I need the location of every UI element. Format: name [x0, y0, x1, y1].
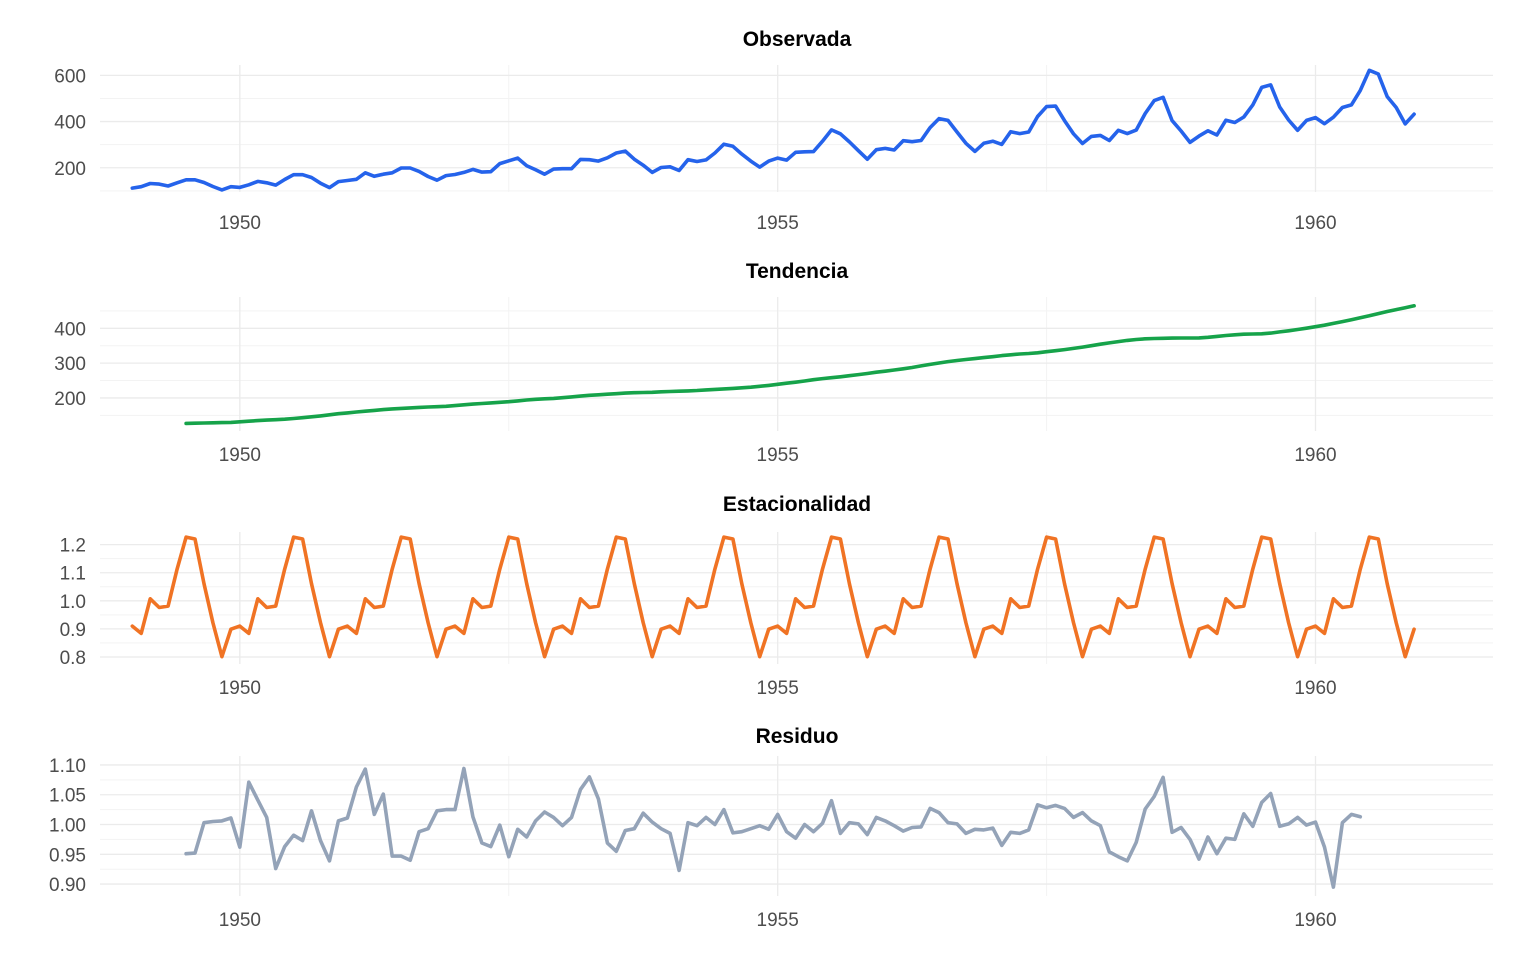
x-tick-label: 1955	[757, 213, 799, 234]
y-tick-label: 200	[54, 389, 86, 410]
y-tick-label: 600	[54, 66, 86, 87]
y-tick-label: 1.10	[49, 756, 86, 777]
x-tick-label: 1950	[219, 445, 261, 466]
series-line	[130, 535, 1416, 659]
panel-title: Observada	[743, 28, 852, 51]
panel-title: Estacionalidad	[723, 493, 871, 516]
panel-estacionalidad: Estacionalidad 0.8 0.9 1.0 1.1 1.2 1950 1955 19…	[60, 493, 1493, 699]
y-tick-label: 400	[54, 319, 86, 340]
y-tick-label: 0.90	[49, 875, 86, 896]
y-tick-label: 1.0	[60, 592, 86, 613]
grid	[100, 756, 1493, 896]
y-tick-label: 200	[54, 159, 86, 180]
x-tick-label: 1950	[219, 678, 261, 699]
y-tick-label: 300	[54, 354, 86, 375]
y-tick-label: 1.05	[49, 786, 86, 807]
series-line	[184, 303, 1416, 426]
y-tick-label: 0.9	[60, 620, 86, 641]
grid	[100, 65, 1493, 192]
grid	[100, 297, 1493, 431]
panel-title: Residuo	[756, 725, 839, 748]
panel-observada: Observada 200 400 600 1950 1955 1960	[54, 28, 1493, 234]
y-tick-label: 0.95	[49, 845, 86, 866]
x-tick-label: 1955	[757, 910, 799, 931]
y-tick-label: 1.00	[49, 816, 86, 837]
series-line	[130, 68, 1416, 192]
panel-title: Tendencia	[746, 260, 849, 283]
x-tick-label: 1955	[757, 678, 799, 699]
x-tick-label: 1960	[1294, 678, 1336, 699]
y-tick-label: 0.8	[60, 648, 86, 669]
y-tick-label: 1.2	[60, 536, 86, 557]
y-tick-label: 1.1	[60, 564, 86, 585]
series-line	[184, 766, 1363, 889]
x-tick-label: 1955	[757, 445, 799, 466]
x-tick-label: 1950	[219, 910, 261, 931]
panel-residuo: Residuo 0.90 0.95 1.00 1.05 1.10 1950 1955 1960	[49, 725, 1493, 931]
x-tick-label: 1960	[1294, 213, 1336, 234]
x-tick-label: 1960	[1294, 445, 1336, 466]
x-tick-label: 1960	[1294, 910, 1336, 931]
x-tick-label: 1950	[219, 213, 261, 234]
panel-tendencia: Tendencia 200 300 400 1950 1955 1960	[54, 260, 1493, 466]
y-tick-label: 400	[54, 113, 86, 134]
